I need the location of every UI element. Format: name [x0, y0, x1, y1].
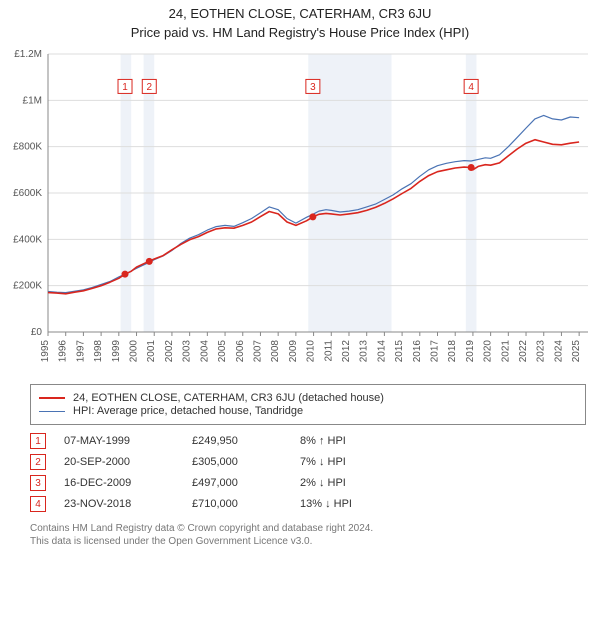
svg-text:1996: 1996	[58, 340, 69, 363]
svg-text:£400K: £400K	[13, 234, 42, 245]
svg-text:2011: 2011	[323, 340, 334, 362]
event-marker-icon: 4	[30, 496, 46, 512]
legend-row: HPI: Average price, detached house, Tand…	[39, 405, 577, 417]
svg-text:2012: 2012	[341, 340, 352, 363]
svg-text:1: 1	[122, 82, 128, 93]
svg-text:2023: 2023	[536, 340, 547, 363]
title-block: 24, EOTHEN CLOSE, CATERHAM, CR3 6JU Pric…	[0, 0, 600, 40]
event-hpi-diff: 13% ↓ HPI	[300, 498, 400, 510]
svg-text:1997: 1997	[75, 340, 86, 363]
svg-text:2017: 2017	[430, 340, 441, 363]
svg-text:2008: 2008	[270, 340, 281, 363]
event-hpi-diff: 2% ↓ HPI	[300, 477, 400, 489]
svg-text:2025: 2025	[571, 340, 582, 363]
legend-label: 24, EOTHEN CLOSE, CATERHAM, CR3 6JU (det…	[73, 392, 384, 404]
svg-text:£0: £0	[31, 327, 43, 338]
svg-text:2020: 2020	[483, 340, 494, 363]
legend-row: 24, EOTHEN CLOSE, CATERHAM, CR3 6JU (det…	[39, 392, 577, 404]
chart-area: £0 £200K £400K £600K £800K £1M £1.2M 1995 1996 19…	[0, 40, 600, 380]
svg-text:2016: 2016	[412, 340, 423, 363]
svg-text:£800K: £800K	[13, 142, 42, 153]
svg-text:2: 2	[146, 82, 152, 93]
svg-text:2006: 2006	[235, 340, 246, 363]
svg-text:2009: 2009	[288, 340, 299, 363]
chart-container: { "title": "24, EOTHEN CLOSE, CATERHAM, …	[0, 0, 600, 548]
event-row: 2 20-SEP-2000 £305,000 7% ↓ HPI	[30, 454, 586, 470]
footer-line-1: Contains HM Land Registry data © Crown c…	[30, 522, 586, 535]
svg-text:2022: 2022	[518, 340, 529, 363]
event-price: £249,950	[192, 435, 282, 447]
svg-text:£600K: £600K	[13, 188, 42, 199]
svg-text:2003: 2003	[182, 340, 193, 363]
svg-text:4: 4	[468, 82, 474, 93]
svg-text:2007: 2007	[252, 340, 263, 363]
event-row: 1 07-MAY-1999 £249,950 8% ↑ HPI	[30, 433, 586, 449]
svg-text:2002: 2002	[164, 340, 175, 363]
event-price: £305,000	[192, 456, 282, 468]
svg-text:2024: 2024	[553, 340, 564, 363]
footer-attribution: Contains HM Land Registry data © Crown c…	[30, 522, 586, 548]
svg-text:3: 3	[310, 82, 316, 93]
svg-text:2014: 2014	[376, 340, 387, 363]
event-date: 20-SEP-2000	[64, 456, 174, 468]
event-marker-icon: 2	[30, 454, 46, 470]
legend: 24, EOTHEN CLOSE, CATERHAM, CR3 6JU (det…	[30, 384, 586, 425]
svg-text:2010: 2010	[306, 340, 317, 363]
svg-text:£200K: £200K	[13, 281, 42, 292]
svg-text:2005: 2005	[217, 340, 228, 363]
svg-text:1999: 1999	[111, 340, 122, 363]
events-table: 1 07-MAY-1999 £249,950 8% ↑ HPI 2 20-SEP-2000…	[30, 433, 586, 512]
event-row: 3 16-DEC-2009 £497,000 2% ↓ HPI	[30, 475, 586, 491]
legend-label: HPI: Average price, detached house, Tand…	[73, 405, 303, 417]
event-date: 16-DEC-2009	[64, 477, 174, 489]
event-price: £710,000	[192, 498, 282, 510]
event-marker-icon: 1	[30, 433, 46, 449]
svg-text:2015: 2015	[394, 340, 405, 363]
event-date: 07-MAY-1999	[64, 435, 174, 447]
svg-text:2013: 2013	[359, 340, 370, 363]
svg-text:2001: 2001	[146, 340, 157, 363]
event-row: 4 23-NOV-2018 £710,000 13% ↓ HPI	[30, 496, 586, 512]
legend-swatch	[39, 397, 65, 399]
line-chart-svg: £0 £200K £400K £600K £800K £1M £1.2M 1995 1996 19…	[0, 40, 600, 380]
event-price: £497,000	[192, 477, 282, 489]
svg-text:2000: 2000	[129, 340, 140, 363]
event-marker-icon: 3	[30, 475, 46, 491]
event-hpi-diff: 8% ↑ HPI	[300, 435, 400, 447]
svg-text:2019: 2019	[465, 340, 476, 363]
svg-text:2018: 2018	[447, 340, 458, 363]
svg-text:2021: 2021	[500, 340, 511, 363]
event-date: 23-NOV-2018	[64, 498, 174, 510]
event-hpi-diff: 7% ↓ HPI	[300, 456, 400, 468]
page-title: 24, EOTHEN CLOSE, CATERHAM, CR3 6JU	[0, 6, 600, 21]
svg-text:£1.2M: £1.2M	[14, 49, 42, 60]
svg-text:2004: 2004	[199, 340, 210, 363]
legend-swatch	[39, 411, 65, 412]
svg-text:1998: 1998	[93, 340, 104, 363]
page-subtitle: Price paid vs. HM Land Registry's House …	[0, 25, 600, 40]
svg-text:£1M: £1M	[23, 95, 42, 106]
svg-text:1995: 1995	[40, 340, 51, 363]
footer-line-2: This data is licensed under the Open Gov…	[30, 535, 586, 548]
